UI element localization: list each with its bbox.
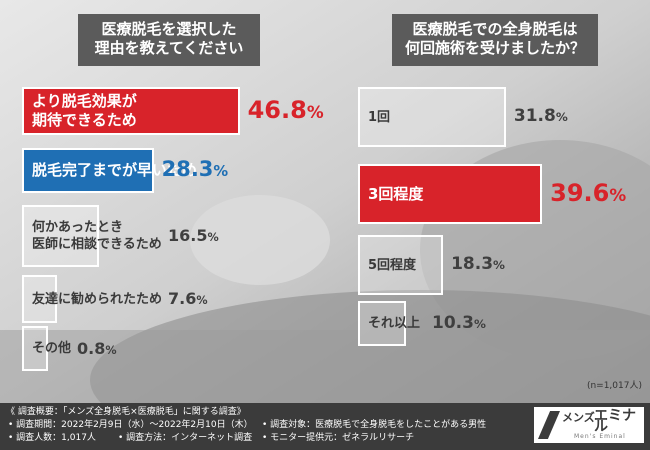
bar-sessions-2 [358,235,444,295]
value-label-reason-4: 0.8% [77,338,117,358]
right-title-line-2: 何回施術を受けましたか？ [404,39,585,57]
bar-label-reason-4: その他 [32,341,72,356]
value-label-reason-0: 46.8% [247,96,324,125]
logo-text-2: エミナル [594,408,636,435]
brand-logo: メンズ エミナル Men's Eminal [534,407,644,443]
bar-sessions-0 [358,87,506,147]
bar-sessions-1 [358,164,543,224]
bar-label-sessions-1: 3回程度 [368,184,424,203]
bar-label-reason-3: 友達に勧められたため [32,291,163,307]
bar-reason-1 [22,148,154,193]
bar-reason-4 [22,326,48,371]
footer-line-5: • モニター提供元：ゼネラルリサーチ [262,433,415,443]
value-label-sessions-0: 31.8% [513,106,568,127]
bar-reason-2 [22,205,99,267]
footer-line-3b: • 調査方法：インターネット調査 [118,433,253,443]
value-label-sessions-2: 18.3% [451,254,505,275]
bar-label-reason-1: 脱毛完了までが早いため [32,161,198,179]
left-title-line-1: 医療脱毛を選択した [101,20,237,38]
logo-text-1: メンズ [562,411,595,424]
bar-reason-0 [22,87,240,135]
logo-mark-icon [538,411,560,439]
right-title-line-1: 医療脱毛での全身脱毛は [412,20,578,38]
sample-size-note: (n=1,017人) [586,381,642,391]
bar-sessions-3 [358,301,406,346]
bar-label-reason-2: 何かあったとき 医師に相談できるため [32,220,162,252]
value-label-reason-2: 16.5% [168,226,219,246]
value-label-sessions-1: 39.6% [550,179,627,208]
bar-label-sessions-3: それ以上 [368,316,421,331]
bar-label-reason-0: より脱毛効果が 期待できるため [32,92,137,129]
bar-reason-3 [22,275,58,323]
bar-label-sessions-2: 5回程度 [368,257,417,273]
value-label-reason-1: 28.3% [161,157,229,182]
logo-subtext: Men's Eminal [574,433,626,440]
right-chart-title: 医療脱毛での全身脱毛は 何回施術を受けましたか？ [392,14,598,66]
bar-label-sessions-0: 1回 [368,109,391,125]
left-chart-title: 医療脱毛を選択した 理由を教えてください [78,14,260,66]
value-label-sessions-3: 10.3% [432,312,486,333]
footer-line-4: • 調査対象：医療脱毛で全身脱毛をしたことがある男性 [262,420,487,430]
left-title-line-2: 理由を教えてください [94,39,244,57]
footer-line-1: 《 調査概要：「メンズ全身脱毛×医療脱毛」に関する調査》 [6,407,246,417]
value-label-reason-3: 7.6% [168,289,208,309]
footer-line-3a: • 調査人数：1,017人 [8,433,96,443]
survey-footer: 《 調査概要：「メンズ全身脱毛×医療脱毛」に関する調査》 • 調査期間：2022… [0,403,650,450]
footer-line-2: • 調査期間：2022年2月9日（水）～2022年2月10日（木） [8,420,253,430]
